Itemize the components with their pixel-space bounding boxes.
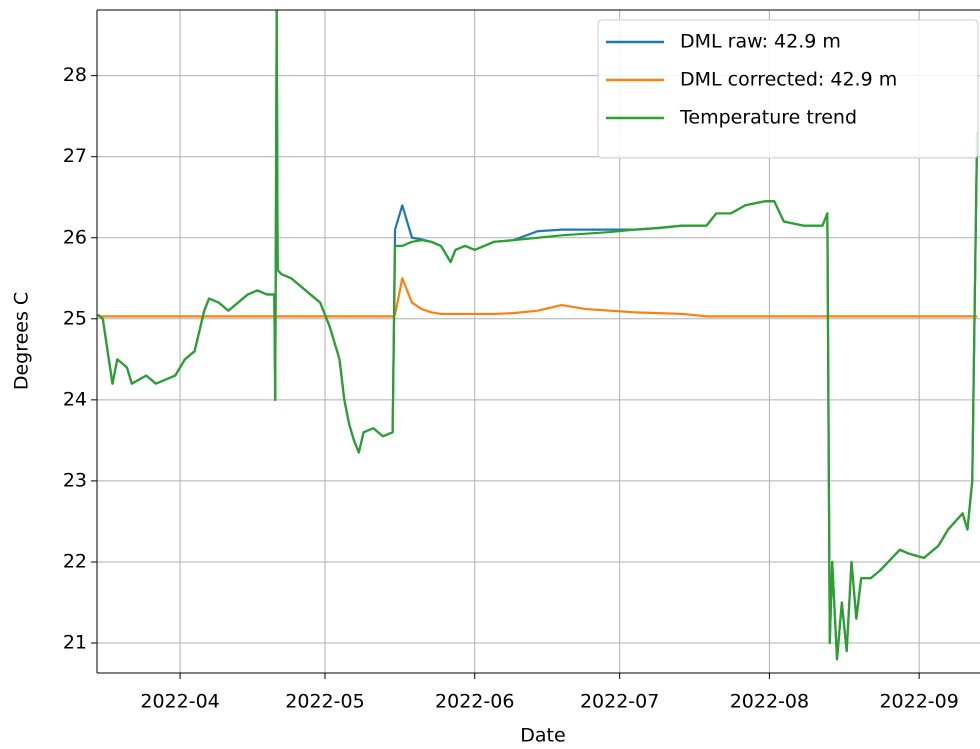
legend-box: [597, 19, 979, 159]
lines: [97, 10, 979, 661]
x-tick-label: 2022-04: [140, 691, 219, 713]
y-tick-label: 23: [63, 469, 87, 491]
legend: DML raw: 42.9 m DML corrected: 42.9 m Temp…: [597, 19, 979, 159]
y-axis-label: Degrees C: [11, 292, 33, 390]
series-line: [97, 277, 978, 318]
y-tick-label: 25: [63, 307, 87, 329]
y-tick-label: 27: [63, 145, 87, 167]
x-tick-label: 2022-05: [285, 691, 364, 713]
legend-label: DML raw: 42.9 m: [680, 31, 841, 53]
axes: 21 22 23 24 25 26 27 28 2022-04 2022-05 2022-06 202…: [63, 9, 980, 713]
y-tick-label: 28: [63, 64, 87, 86]
y-tick-label: 21: [63, 632, 87, 654]
y-tick-label: 22: [63, 550, 87, 572]
series-line: [97, 10, 979, 661]
x-tick-label: 2022-09: [879, 691, 958, 713]
x-axis-label: Date: [520, 725, 565, 747]
x-tick-label: 2022-07: [580, 691, 659, 713]
legend-label: DML corrected: 42.9 m: [680, 69, 897, 91]
y-tick-label: 24: [63, 388, 87, 410]
y-tick-label: 26: [63, 226, 87, 248]
x-tick-label: 2022-08: [730, 691, 809, 713]
legend-label: Temperature trend: [679, 107, 857, 129]
x-tick-label: 2022-06: [435, 691, 514, 713]
